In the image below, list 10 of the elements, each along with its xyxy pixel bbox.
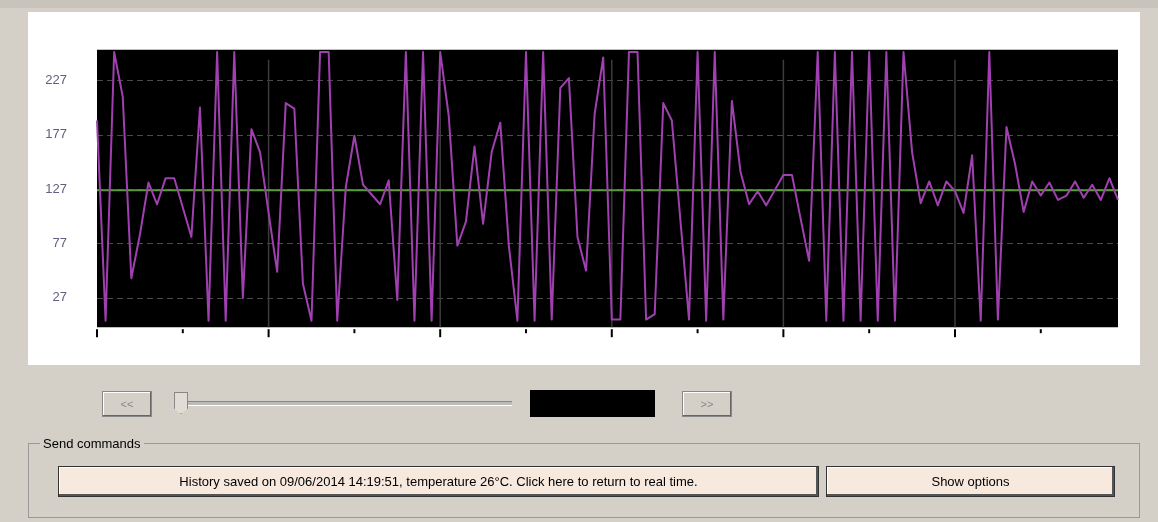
text: << [102,391,152,417]
y-tick-label: 27 [52,289,67,305]
y-tick-label: 227 [45,71,67,87]
text: History saved on 09/06/2014 14:19:51, temperature 26°C. Click here to return to real time. [58,466,819,497]
text: >> [682,391,732,417]
text: Show options [826,466,1115,497]
y-tick-label: 77 [52,235,67,251]
y-tick-label: 177 [45,126,67,142]
y-tick-label: 127 [45,180,67,196]
text: Send commands [40,436,144,451]
